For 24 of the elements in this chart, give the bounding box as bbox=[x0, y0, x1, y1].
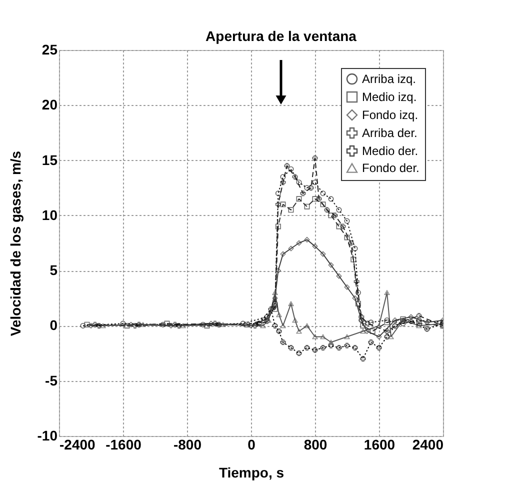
legend-label: Fondo izq. bbox=[362, 108, 418, 122]
legend-label: Medio der. bbox=[362, 144, 418, 158]
x-tick-label: -800 bbox=[173, 436, 202, 452]
x-tick-label: 0 bbox=[248, 436, 256, 452]
y-tick-label: -5 bbox=[45, 372, 58, 388]
y-axis-title: Velocidad de los gases, m/s bbox=[7, 150, 24, 336]
y-tick-label: 25 bbox=[42, 42, 58, 58]
legend-label: Medio izq. bbox=[362, 90, 417, 104]
x-tick-label: 800 bbox=[304, 436, 328, 452]
legend-label: Arriba der. bbox=[362, 126, 418, 140]
legend-label: Arriba izq. bbox=[362, 72, 416, 86]
y-tick-label: 0 bbox=[50, 317, 58, 334]
x-axis-title: Tiempo, s bbox=[218, 464, 284, 480]
y-tick-label: 10 bbox=[42, 206, 58, 223]
x-tick-label: -1600 bbox=[106, 436, 142, 452]
x-tick-label: 1600 bbox=[364, 436, 396, 452]
x-tick-label: 2400 bbox=[412, 436, 444, 452]
y-tick-label: 20 bbox=[42, 96, 58, 113]
y-tick-label: -10 bbox=[37, 428, 58, 444]
y-tick-label: 15 bbox=[42, 152, 58, 168]
text: Apertura de la ventana bbox=[206, 28, 357, 44]
y-tick-label: 5 bbox=[50, 262, 58, 278]
legend-label: Fondo der. bbox=[362, 161, 420, 175]
x-tick-label: -2400 bbox=[60, 436, 96, 452]
